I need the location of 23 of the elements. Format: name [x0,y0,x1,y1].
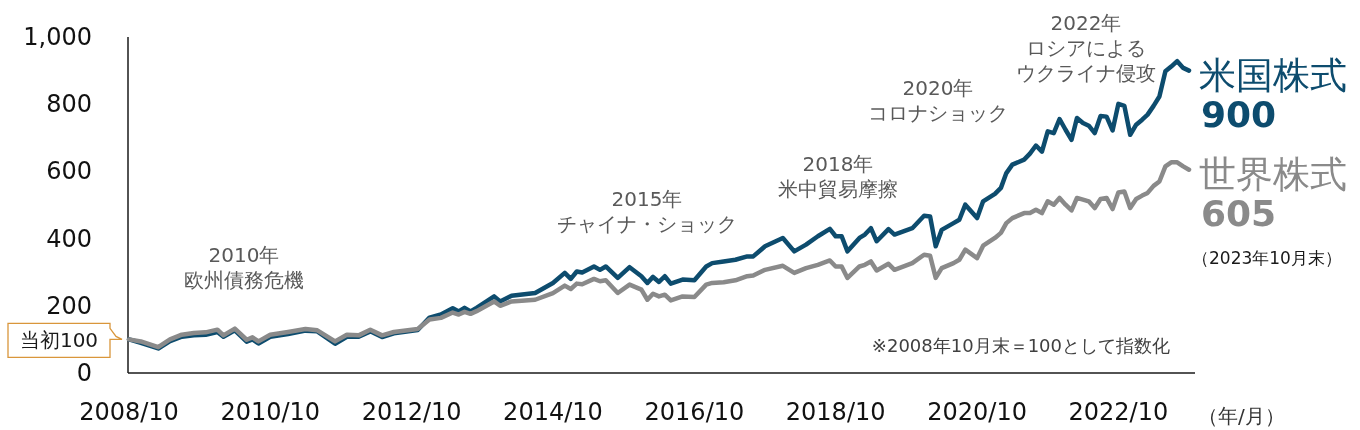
y-tick-label: 600 [46,157,92,186]
x-tick-label: 2018/10 [785,398,886,426]
y-tick-label: 800 [46,90,92,119]
x-axis-title: （年/月） [1198,404,1285,428]
x-tick-label: 2020/10 [927,398,1027,426]
annotation: 当初100 [19,328,99,353]
x-tick-label: 2022/10 [1068,398,1169,426]
x-tick-label: 2010/10 [220,398,321,426]
x-tick-label: 2008/10 [79,398,179,426]
annotation: 2010年欧州債務危機 [184,242,304,292]
y-tick-label: 0 [76,359,92,387]
annotation: 2015年チャイナ・ショック [557,186,737,236]
annotation: 2020年コロナショック [868,75,1008,125]
y-tick-label: 1,000 [23,23,92,51]
x-tick-label: 2014/10 [503,398,603,426]
x-tick-label: 2016/10 [644,398,745,426]
annotation: 2018年米中貿易摩擦 [778,151,898,201]
annotation: （2023年10月末） [1192,247,1342,268]
annotation: 2022年ロシアによるウクライナ侵攻 [1016,11,1156,85]
x-tick-label: 2012/10 [361,398,462,426]
annotation: ※2008年10月末＝100として指数化 [871,334,1170,356]
y-tick-label: 200 [46,291,92,320]
y-tick-label: 400 [46,224,92,253]
